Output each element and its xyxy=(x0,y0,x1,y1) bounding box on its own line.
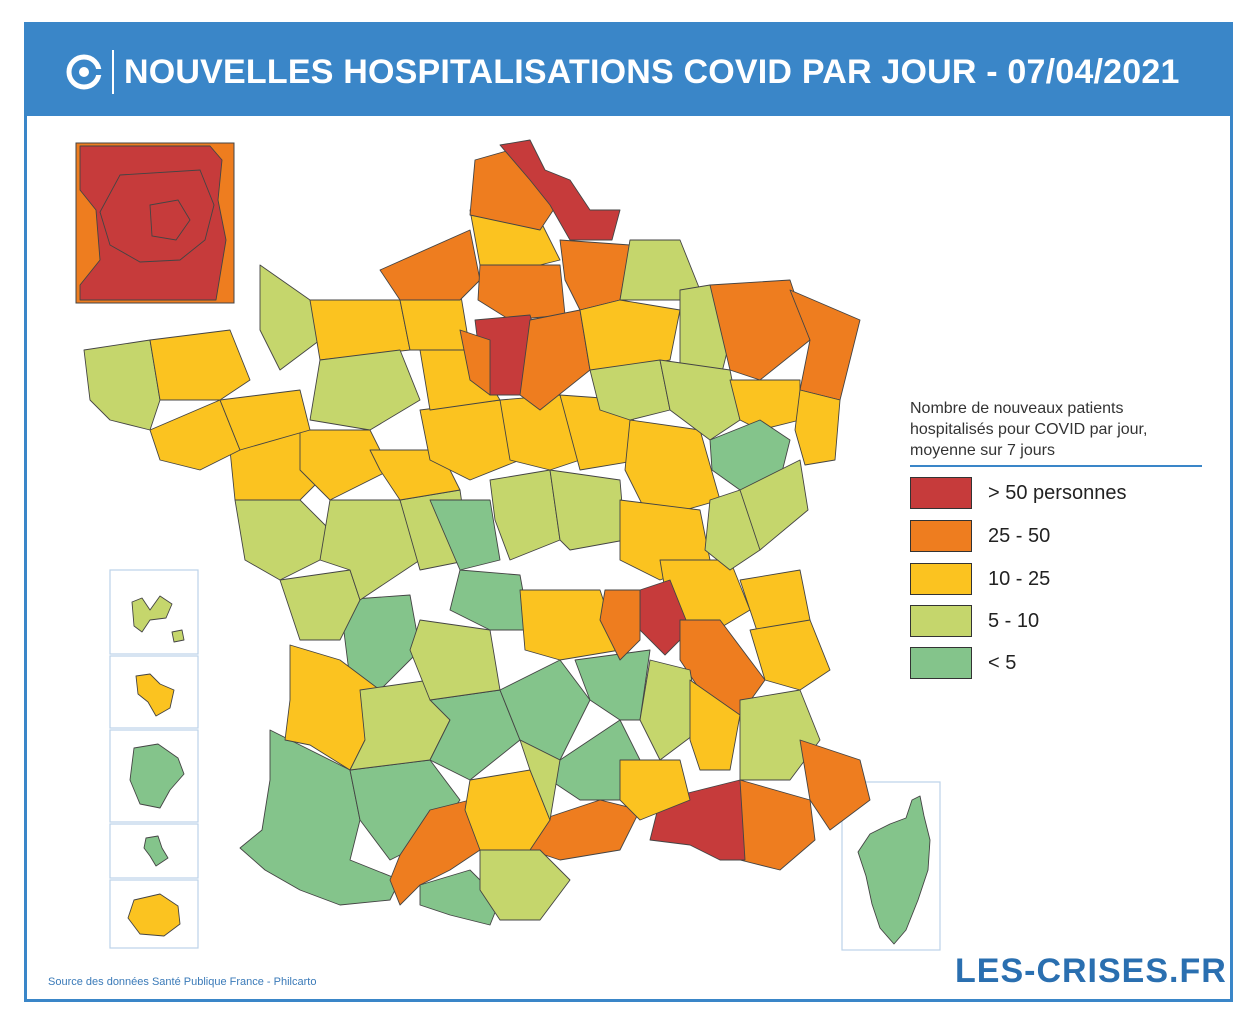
legend-item-medium: 10 - 25 xyxy=(910,562,1050,596)
legend-item-very-low: < 5 xyxy=(910,646,1016,680)
legend-label: < 5 xyxy=(988,651,1017,674)
legend-item-high: 25 - 50 xyxy=(910,519,1050,553)
legend-swatch xyxy=(910,520,972,552)
legend-title: Nombre de nouveaux patients hospitalisés… xyxy=(910,400,1148,459)
title-separator xyxy=(112,50,114,94)
legend-swatch xyxy=(910,563,972,595)
title-bar xyxy=(24,22,1233,116)
legend-label: 10 - 25 xyxy=(988,567,1051,590)
legend-divider xyxy=(910,465,1202,467)
legend-label: 5 - 10 xyxy=(988,609,1040,632)
source-note: Source des données Santé Publique France… xyxy=(48,976,317,988)
legend-label: > 50 personnes xyxy=(988,481,1127,504)
overseas-insets xyxy=(109,569,941,951)
legend-item-very-high: > 50 personnes xyxy=(910,476,1126,510)
legend-swatch xyxy=(910,647,972,679)
legend-label: 25 - 50 xyxy=(988,524,1051,547)
paris-inset xyxy=(75,142,235,304)
les-crises-logo-icon xyxy=(66,54,102,90)
brand-logo: LES-CRISES.FR xyxy=(955,952,1227,990)
mainland-france xyxy=(83,139,871,926)
legend-item-low: 5 - 10 xyxy=(910,604,1039,638)
page-title: NOUVELLES HOSPITALISATIONS COVID PAR JOU… xyxy=(124,53,1180,91)
legend-swatch xyxy=(910,605,972,637)
legend-swatch xyxy=(910,477,972,509)
